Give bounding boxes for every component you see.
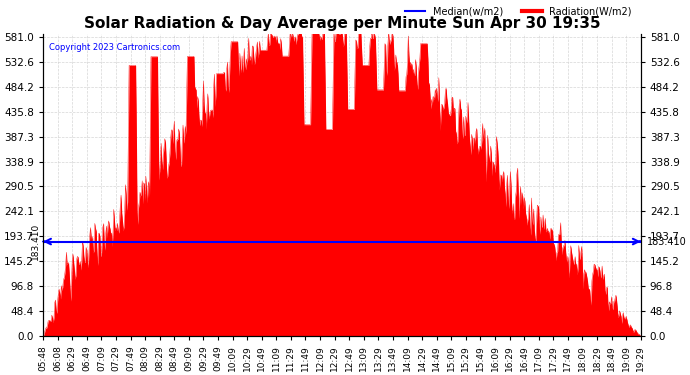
Text: Copyright 2023 Cartronics.com: Copyright 2023 Cartronics.com [49,43,180,52]
Legend: Median(w/m2), Radiation(W/m2): Median(w/m2), Radiation(W/m2) [402,3,636,20]
Text: 183.410: 183.410 [647,237,687,246]
Text: 183.410: 183.410 [31,223,40,260]
Title: Solar Radiation & Day Average per Minute Sun Apr 30 19:35: Solar Radiation & Day Average per Minute… [83,16,600,32]
